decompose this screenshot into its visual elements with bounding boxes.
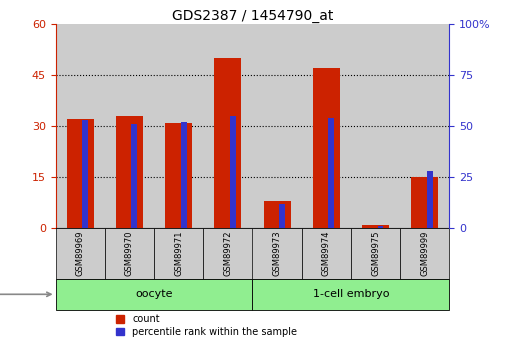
Bar [203,24,252,228]
Bar [252,228,301,279]
Bar [301,228,351,279]
Bar [67,119,94,228]
Bar [105,24,154,228]
Bar [254,24,301,228]
Bar [400,24,449,228]
Bar [57,24,104,228]
Text: development stage: development stage [0,289,51,299]
Text: GSM89972: GSM89972 [223,231,232,276]
Bar [155,24,203,228]
Bar [116,116,143,228]
Bar [427,171,433,228]
Bar [351,24,400,228]
Bar [362,225,389,228]
Bar [105,228,154,279]
Bar [351,228,400,279]
Text: oocyte: oocyte [135,289,173,299]
Bar [181,122,186,228]
Bar [204,24,251,228]
Bar [56,279,252,310]
Text: GSM89969: GSM89969 [76,231,85,276]
Text: GSM89999: GSM89999 [420,231,429,276]
Bar [165,123,192,228]
Bar [279,204,285,228]
Bar [302,24,350,228]
Text: GSM89974: GSM89974 [322,231,331,276]
Bar [252,279,449,310]
Text: 1-cell embryo: 1-cell embryo [313,289,389,299]
Bar [264,201,291,228]
Bar [154,228,203,279]
Text: GSM89971: GSM89971 [174,231,183,276]
Bar [214,58,241,228]
Bar [252,24,301,228]
Bar [401,24,448,228]
Bar [378,226,383,228]
Bar [154,24,203,228]
Bar [400,228,449,279]
Bar [56,228,105,279]
Bar [203,228,252,279]
Bar [56,24,105,228]
Text: GSM89975: GSM89975 [371,231,380,276]
Bar [106,24,153,228]
Bar [411,177,438,228]
Bar [131,124,137,228]
Text: GSM89973: GSM89973 [273,231,282,276]
Bar [352,24,399,228]
Bar [328,118,334,228]
Bar [301,24,351,228]
Bar [230,116,236,228]
Bar [313,68,340,228]
Title: GDS2387 / 1454790_at: GDS2387 / 1454790_at [172,9,333,23]
Legend: count, percentile rank within the sample: count, percentile rank within the sample [112,310,301,341]
Bar [82,120,88,228]
Text: GSM89970: GSM89970 [125,231,134,276]
